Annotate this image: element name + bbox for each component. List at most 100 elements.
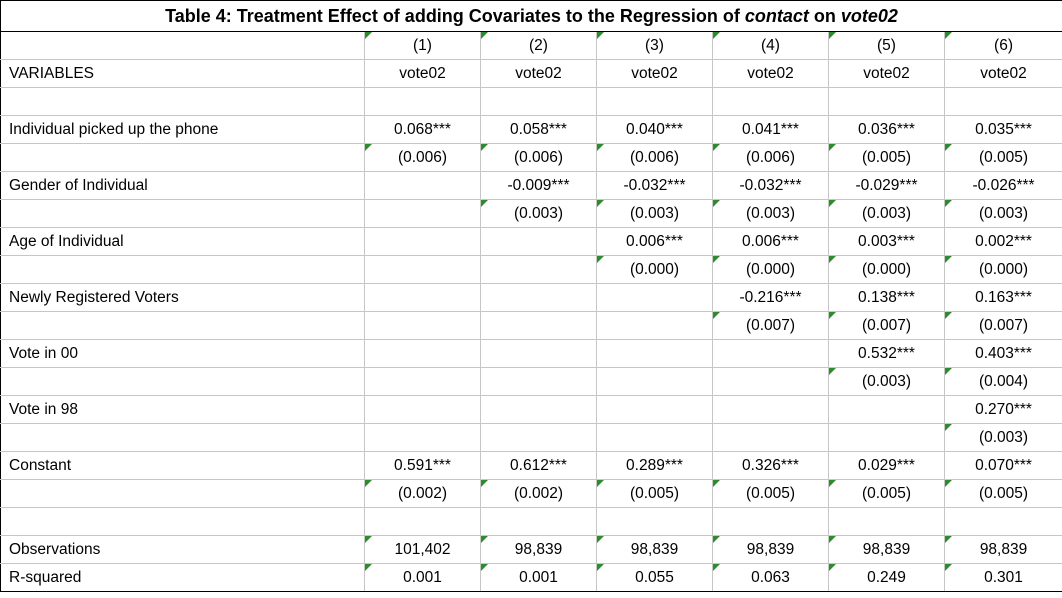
value-cell[interactable]: 0.532***: [828, 339, 945, 368]
value-cell[interactable]: [480, 395, 597, 424]
value-cell[interactable]: -0.026***: [943, 171, 1062, 200]
value-cell[interactable]: 0.289***: [596, 451, 713, 480]
value-cell[interactable]: (0.006): [364, 143, 481, 172]
value-cell[interactable]: (0.007): [828, 311, 945, 340]
value-cell[interactable]: (0.003): [943, 423, 1062, 452]
value-cell[interactable]: [712, 423, 829, 452]
value-cell[interactable]: [943, 507, 1062, 536]
value-cell[interactable]: (0.000): [943, 255, 1062, 284]
value-cell[interactable]: [364, 339, 481, 368]
cell-blank[interactable]: [0, 31, 365, 60]
value-cell[interactable]: 0.001: [364, 563, 481, 592]
value-cell[interactable]: 0.163***: [943, 283, 1062, 312]
value-cell[interactable]: 0.006***: [712, 227, 829, 256]
row-label-cell[interactable]: Individual picked up the phone: [0, 115, 365, 144]
value-cell[interactable]: 98,839: [712, 535, 829, 564]
cell-dep-var[interactable]: vote02: [828, 59, 945, 88]
value-cell[interactable]: [480, 339, 597, 368]
value-cell[interactable]: [364, 395, 481, 424]
value-cell[interactable]: (0.006): [712, 143, 829, 172]
value-cell[interactable]: 0.068***: [364, 115, 481, 144]
value-cell[interactable]: 0.058***: [480, 115, 597, 144]
row-label-cell[interactable]: Vote in 98: [0, 395, 365, 424]
value-cell[interactable]: [364, 367, 481, 396]
value-cell[interactable]: [480, 311, 597, 340]
value-cell[interactable]: 0.006***: [596, 227, 713, 256]
value-cell[interactable]: (0.000): [712, 255, 829, 284]
value-cell[interactable]: (0.005): [828, 479, 945, 508]
value-cell[interactable]: 0.003***: [828, 227, 945, 256]
value-cell[interactable]: (0.003): [596, 199, 713, 228]
value-cell[interactable]: [596, 395, 713, 424]
cell-variables-label[interactable]: VARIABLES: [0, 59, 365, 88]
value-cell[interactable]: 0.612***: [480, 451, 597, 480]
value-cell[interactable]: 0.301: [943, 563, 1062, 592]
value-cell[interactable]: 0.001: [480, 563, 597, 592]
value-cell[interactable]: [480, 507, 597, 536]
value-cell[interactable]: [596, 423, 713, 452]
value-cell[interactable]: 101,402: [364, 535, 481, 564]
value-cell[interactable]: [712, 87, 829, 116]
cell-dep-var[interactable]: vote02: [480, 59, 597, 88]
row-label-cell[interactable]: Observations: [0, 535, 365, 564]
value-cell[interactable]: [596, 507, 713, 536]
value-cell[interactable]: (0.007): [943, 311, 1062, 340]
value-cell[interactable]: [596, 311, 713, 340]
value-cell[interactable]: 0.591***: [364, 451, 481, 480]
value-cell[interactable]: 98,839: [480, 535, 597, 564]
value-cell[interactable]: (0.005): [828, 143, 945, 172]
value-cell[interactable]: (0.003): [828, 199, 945, 228]
value-cell[interactable]: (0.005): [596, 479, 713, 508]
value-cell[interactable]: 0.040***: [596, 115, 713, 144]
value-cell[interactable]: 98,839: [596, 535, 713, 564]
cell-dep-var[interactable]: vote02: [943, 59, 1062, 88]
value-cell[interactable]: [480, 367, 597, 396]
row-label-cell[interactable]: [0, 423, 365, 452]
cell-col-number[interactable]: (6): [943, 31, 1062, 60]
value-cell[interactable]: (0.005): [943, 479, 1062, 508]
value-cell[interactable]: [364, 283, 481, 312]
value-cell[interactable]: [828, 395, 945, 424]
value-cell[interactable]: [480, 423, 597, 452]
value-cell[interactable]: [364, 311, 481, 340]
row-label-cell[interactable]: [0, 507, 365, 536]
value-cell[interactable]: 0.326***: [712, 451, 829, 480]
row-label-cell[interactable]: [0, 199, 365, 228]
value-cell[interactable]: [596, 283, 713, 312]
cell-col-number[interactable]: (4): [712, 31, 829, 60]
cell-dep-var[interactable]: vote02: [712, 59, 829, 88]
value-cell[interactable]: 0.035***: [943, 115, 1062, 144]
value-cell[interactable]: 0.249: [828, 563, 945, 592]
value-cell[interactable]: 0.138***: [828, 283, 945, 312]
value-cell[interactable]: -0.029***: [828, 171, 945, 200]
row-label-cell[interactable]: Age of Individual: [0, 227, 365, 256]
value-cell[interactable]: 0.041***: [712, 115, 829, 144]
value-cell[interactable]: [596, 339, 713, 368]
value-cell[interactable]: 0.002***: [943, 227, 1062, 256]
value-cell[interactable]: (0.000): [828, 255, 945, 284]
value-cell[interactable]: [364, 423, 481, 452]
value-cell[interactable]: [480, 87, 597, 116]
value-cell[interactable]: (0.003): [828, 367, 945, 396]
value-cell[interactable]: (0.003): [480, 199, 597, 228]
value-cell[interactable]: [364, 507, 481, 536]
row-label-cell[interactable]: R-squared: [0, 563, 365, 592]
value-cell[interactable]: [712, 507, 829, 536]
value-cell[interactable]: [828, 423, 945, 452]
value-cell[interactable]: -0.032***: [596, 171, 713, 200]
value-cell[interactable]: 98,839: [943, 535, 1062, 564]
cell-col-number[interactable]: (5): [828, 31, 945, 60]
value-cell[interactable]: [596, 367, 713, 396]
value-cell[interactable]: 0.070***: [943, 451, 1062, 480]
value-cell[interactable]: -0.032***: [712, 171, 829, 200]
value-cell[interactable]: 0.029***: [828, 451, 945, 480]
value-cell[interactable]: [480, 283, 597, 312]
row-label-cell[interactable]: [0, 367, 365, 396]
value-cell[interactable]: 0.036***: [828, 115, 945, 144]
row-label-cell[interactable]: [0, 479, 365, 508]
value-cell[interactable]: (0.003): [712, 199, 829, 228]
value-cell[interactable]: (0.003): [943, 199, 1062, 228]
row-label-cell[interactable]: [0, 255, 365, 284]
value-cell[interactable]: (0.000): [596, 255, 713, 284]
cell-col-number[interactable]: (3): [596, 31, 713, 60]
